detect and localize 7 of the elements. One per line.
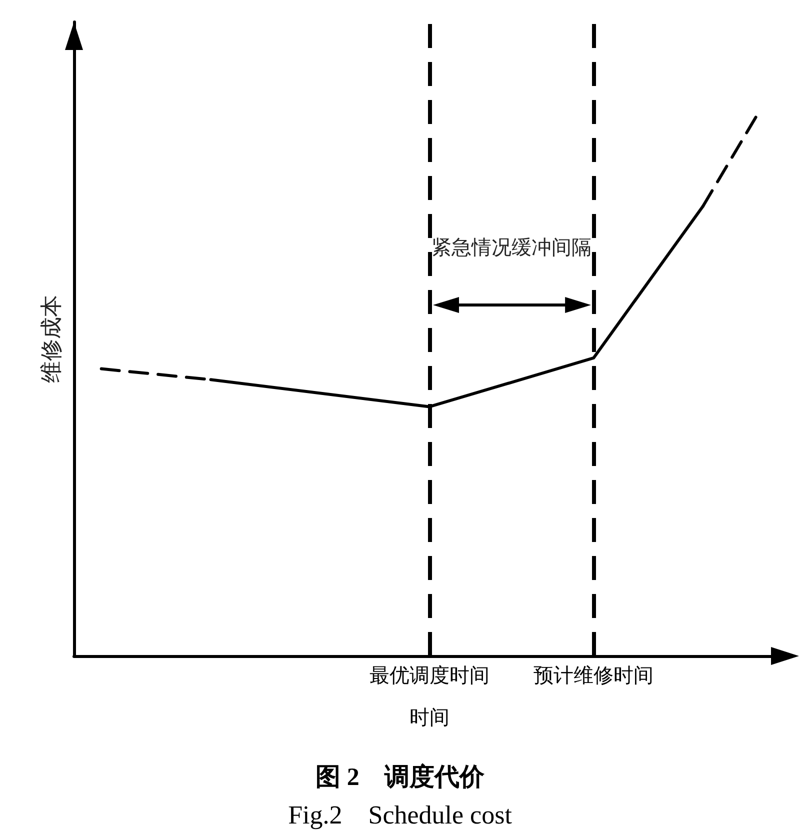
x-tick-label: 最优调度时间	[370, 665, 490, 687]
y-axis-title: 维修成本	[38, 295, 64, 383]
annotation: 紧急情况缓冲间隔	[432, 236, 592, 259]
text: Fig.2 Schedule cost	[288, 800, 513, 830]
x-tick-label: 预计维修时间	[534, 665, 654, 687]
x-axis-title: 时间	[410, 707, 450, 729]
text: 图 2 调度代价	[316, 763, 486, 791]
